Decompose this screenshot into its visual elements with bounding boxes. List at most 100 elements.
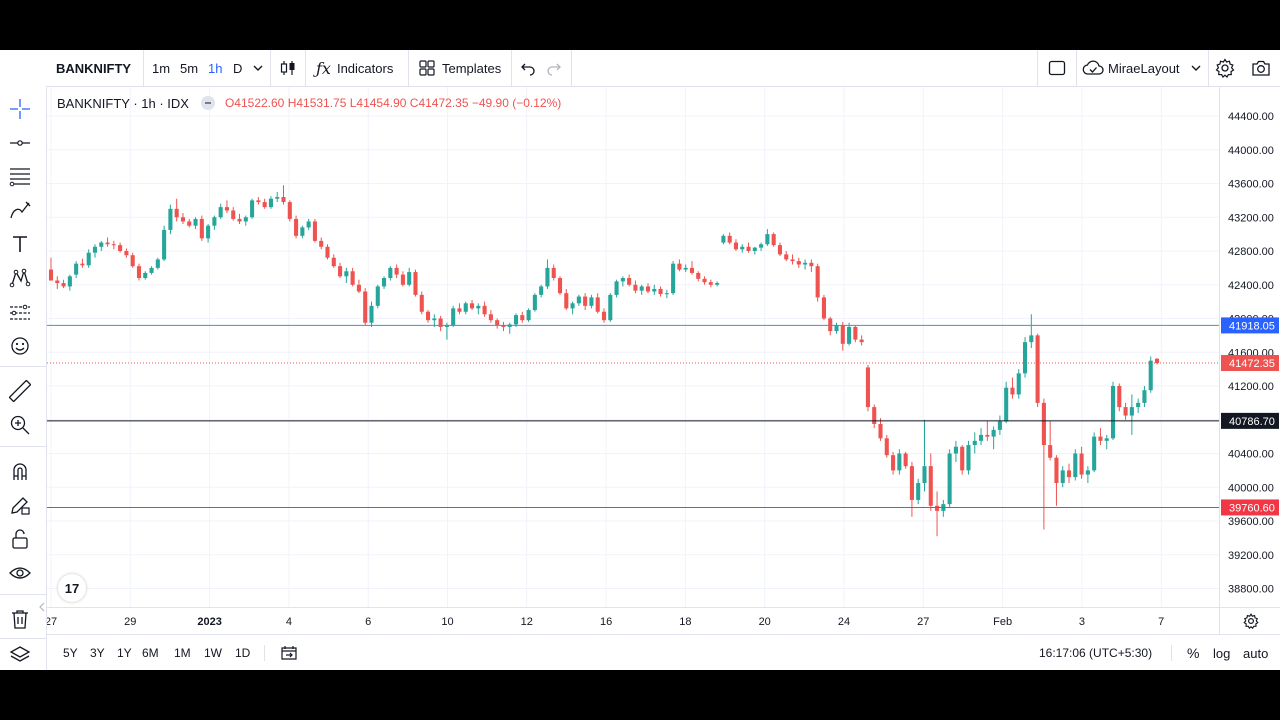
price-line-label: 39760.60 (1229, 502, 1275, 514)
candle (1092, 432, 1097, 473)
candle (243, 215, 248, 226)
range-1d-button[interactable]: 1D (235, 646, 251, 660)
range-1y-button[interactable]: 1Y (117, 646, 132, 660)
icon-tool[interactable] (7, 333, 33, 359)
candle (143, 271, 148, 280)
time-axis[interactable]: 27 29 2023 4 6 10 12 16 18 20 24 27 Feb 3 7 (47, 607, 1219, 634)
range-1w-button[interactable]: 1W (204, 646, 222, 660)
price-axis[interactable]: 44400.00 44000.00 43600.00 43200.00 42800.00… (1219, 87, 1280, 607)
drawing-toolbar (0, 86, 47, 670)
candle (482, 301, 487, 317)
object-tree-tool[interactable] (7, 642, 33, 668)
layout-menu-button[interactable]: MiraeLayout (1082, 50, 1202, 86)
candle (118, 242, 123, 253)
range-1m-button[interactable]: 1M (174, 646, 191, 660)
candle (740, 244, 745, 253)
legend-ohlc: O41522.60 H41531.75 L41454.90 C41472.35 … (224, 96, 562, 110)
redo-button[interactable] (546, 50, 562, 86)
remove-drawings-tool[interactable] (7, 606, 33, 632)
timezone-clock[interactable]: 16:17:06 (UTC+5:30) (1039, 646, 1153, 660)
snapshot-button[interactable] (1251, 50, 1271, 86)
separator (571, 50, 572, 86)
candle (903, 451, 908, 469)
go-to-date-button[interactable] (280, 635, 298, 670)
price-tick-label: 41200.00 (1228, 381, 1274, 393)
candle (608, 293, 613, 322)
zoom-tool[interactable] (7, 412, 33, 438)
range-5y-button[interactable]: 5Y (63, 646, 78, 660)
range-3y-button[interactable]: 3Y (90, 646, 105, 660)
candle (677, 259, 682, 272)
collapse-legend-button[interactable] (200, 96, 215, 110)
candle (1004, 381, 1009, 424)
timeframe-1m-button[interactable]: 1m (152, 60, 171, 76)
undo-icon (521, 63, 535, 76)
candle (664, 289, 669, 299)
undo-button[interactable] (520, 50, 536, 86)
hide-drawings-tool[interactable] (7, 560, 33, 586)
collapse-sidebar-button[interactable] (38, 595, 46, 619)
legend-symbol-title: BANKNIFTY · 1h · IDX (57, 95, 189, 111)
candle (476, 303, 481, 315)
tradingview-logo[interactable]: 17 (58, 574, 86, 602)
candle (199, 215, 204, 241)
prediction-tool[interactable] (7, 299, 33, 325)
percent-scale-toggle[interactable]: % (1187, 645, 1200, 661)
candle (92, 244, 98, 258)
stay-in-drawing-tool[interactable] (7, 492, 33, 518)
candle (80, 258, 85, 268)
candle (1066, 463, 1072, 484)
candle (790, 254, 795, 265)
timeframe-5m-button[interactable]: 5m (180, 60, 199, 76)
crosshair-tool[interactable] (7, 96, 33, 122)
indicators-button[interactable]: ƒx Indicators (316, 50, 393, 86)
candle (463, 301, 468, 315)
candle (815, 263, 820, 302)
timeframe-d-button[interactable]: D (233, 60, 243, 76)
templates-button[interactable]: Templates (419, 50, 501, 86)
axis-settings-button[interactable] (1219, 607, 1280, 634)
candle (350, 267, 355, 287)
lock-drawings-tool[interactable] (7, 526, 33, 552)
candle (363, 288, 368, 326)
candle (206, 224, 211, 243)
candle (250, 198, 255, 219)
candle (325, 244, 330, 260)
brush-tool[interactable] (7, 197, 33, 223)
text-tool[interactable] (7, 231, 33, 257)
magnet-tool[interactable] (7, 458, 33, 484)
candle (149, 266, 154, 275)
candle (539, 284, 544, 298)
price-line-badge (1221, 499, 1279, 516)
price-line-label: 41918.05 (1229, 320, 1275, 332)
log-scale-toggle[interactable]: log (1213, 645, 1231, 661)
range-6m-button[interactable]: 6M (142, 646, 159, 660)
price-line-badge (1221, 355, 1279, 372)
measure-tool[interactable] (7, 378, 33, 404)
candle (909, 461, 914, 517)
fib-tool[interactable] (7, 163, 33, 189)
price-tick-label: 40400.00 (1228, 449, 1274, 461)
candle (614, 279, 619, 298)
auto-scale-toggle[interactable]: auto (1243, 645, 1269, 661)
settings-button[interactable] (1215, 50, 1235, 86)
candle (300, 225, 305, 239)
fullscreen-button[interactable] (1048, 50, 1066, 86)
timeframe-dropdown[interactable] (252, 50, 264, 86)
pattern-tool[interactable] (7, 265, 33, 291)
unlock-icon (12, 529, 28, 549)
timeframe-1h-button[interactable]: 1h (208, 60, 223, 76)
separator (408, 50, 409, 86)
separator (0, 594, 46, 595)
candle (212, 215, 217, 230)
candle (1117, 383, 1122, 412)
trend-line-tool[interactable] (7, 130, 33, 156)
candle (168, 204, 173, 235)
candle (1060, 466, 1065, 488)
symbol-search-button[interactable]: BANKNIFTY (56, 60, 132, 76)
chart-type-button[interactable] (279, 50, 297, 86)
candle (231, 207, 236, 221)
time-tick-label: 10 (441, 616, 453, 628)
chart-pane[interactable] (47, 87, 1219, 607)
candle (407, 267, 412, 287)
